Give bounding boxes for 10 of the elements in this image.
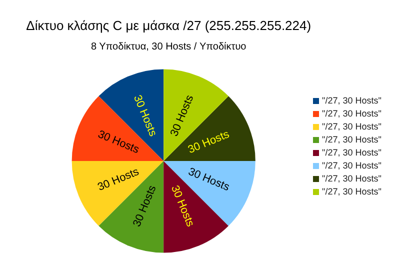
legend-label: "/27, 30 Hosts" — [322, 160, 382, 170]
legend-label: "/27, 30 Hosts" — [322, 96, 382, 106]
legend-label: "/27, 30 Hosts" — [322, 174, 382, 184]
legend-label: "/27, 30 Hosts" — [322, 186, 382, 196]
legend-label: "/27, 30 Hosts" — [322, 108, 382, 118]
legend-label: "/27, 30 Hosts" — [322, 122, 382, 132]
chart-subtitle: 8 Υποδίκτυα, 30 Hosts / Υποδίκτυο — [90, 42, 247, 52]
legend-label: "/27, 30 Hosts" — [322, 148, 382, 158]
chart-title: Δίκτυο κλάσης C με μάσκα /27 (255.255.255.224) — [26, 18, 312, 33]
legend-label: "/27, 30 Hosts" — [322, 134, 382, 144]
